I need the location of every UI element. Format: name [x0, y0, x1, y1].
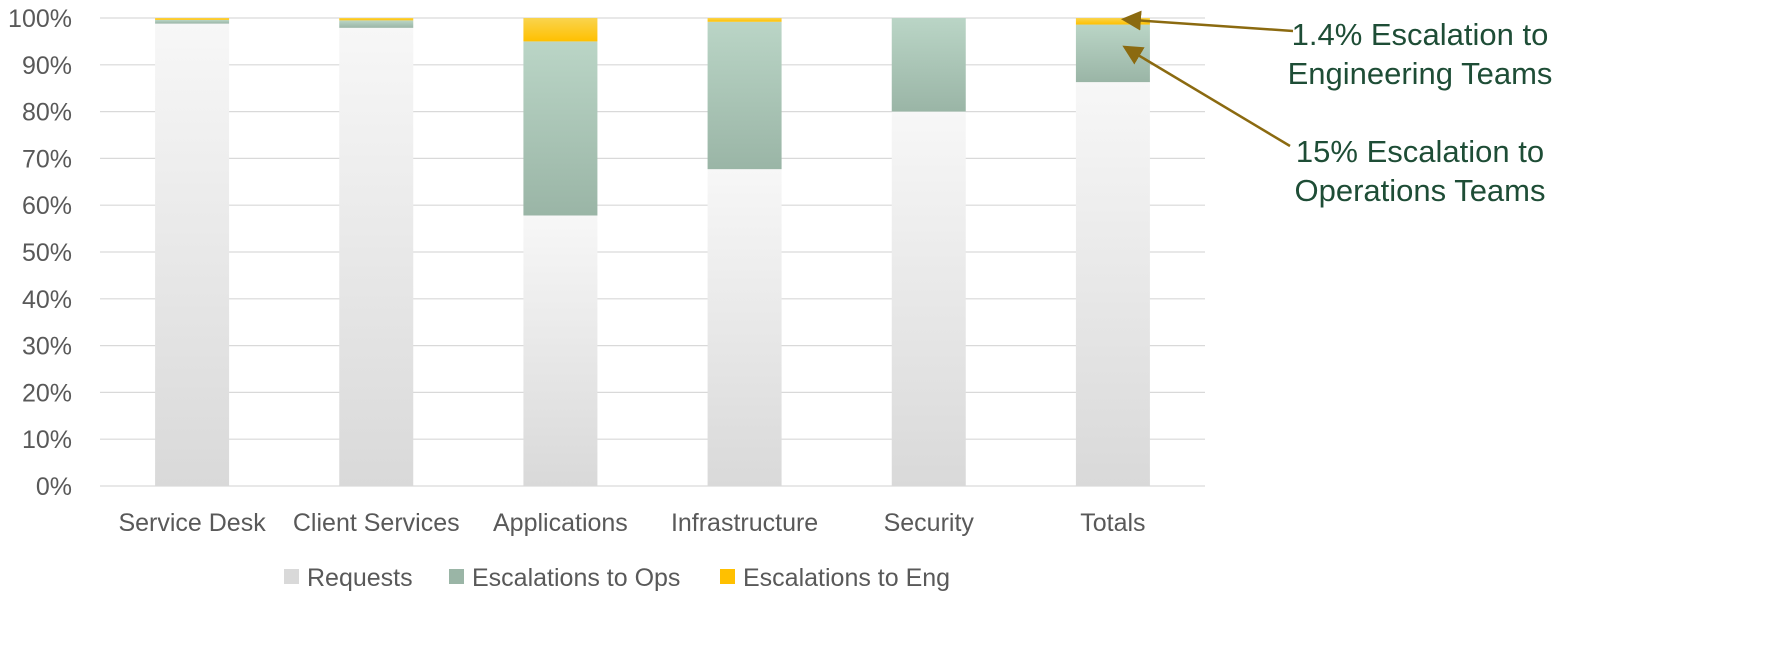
- y-tick-label: 100%: [8, 5, 72, 33]
- bar-segment-requests: [891, 111, 966, 486]
- y-tick-label: 10%: [22, 426, 72, 454]
- legend-swatch: [720, 569, 735, 584]
- bar-segment-escalations-ops: [707, 21, 782, 170]
- bars: [155, 18, 1150, 487]
- bar-segment-escalations-eng: [707, 18, 782, 22]
- legend-label: Requests: [307, 564, 413, 592]
- x-category-label: Infrastructure: [671, 509, 818, 537]
- bar-segment-escalations-ops: [155, 19, 230, 24]
- bar-segment-escalations-ops: [339, 20, 414, 28]
- y-tick-label: 30%: [22, 333, 72, 361]
- annotation-text: Operations Teams: [1295, 173, 1546, 208]
- y-tick-label: 60%: [22, 192, 72, 220]
- y-tick-label: 50%: [22, 239, 72, 267]
- bar-segment-escalations-ops: [1075, 24, 1150, 83]
- legend-label: Escalations to Ops: [472, 564, 680, 592]
- x-category-label: Totals: [1080, 509, 1145, 537]
- bar-segment-escalations-ops: [523, 41, 598, 216]
- y-tick-label: 80%: [22, 99, 72, 127]
- annotation-text: Engineering Teams: [1288, 56, 1553, 91]
- bar-segment-escalations-eng: [1075, 18, 1150, 25]
- bar-segment-requests: [523, 215, 598, 486]
- annotations: 1.4% Escalation to Engineering Teams 15% E…: [1120, 10, 1553, 208]
- x-category-label: Service Desk: [118, 509, 266, 537]
- y-axis: 0% 10% 20% 30% 40% 50% 60% 70% 80% 90% 100%: [8, 5, 72, 501]
- legend-swatch: [449, 569, 464, 584]
- annotation-text: 1.4% Escalation to: [1292, 17, 1549, 52]
- x-axis: Service Desk Client Services Applications I…: [118, 509, 1145, 537]
- legend: Requests Escalations to Ops Escalations to…: [284, 564, 950, 592]
- bar-segment-requests: [707, 169, 782, 486]
- annotation-text: 15% Escalation to: [1296, 134, 1544, 169]
- bar-segment-requests: [155, 23, 230, 487]
- y-tick-label: 40%: [22, 286, 72, 314]
- bar-segment-escalations-eng: [523, 18, 598, 42]
- y-tick-label: 20%: [22, 379, 72, 407]
- x-category-label: Applications: [493, 509, 628, 537]
- y-tick-label: 0%: [36, 473, 72, 501]
- annotation-arrow: [1122, 45, 1291, 148]
- bar-segment-escalations-ops: [891, 18, 966, 112]
- x-category-label: Security: [884, 509, 975, 537]
- bar-segment-escalations-eng: [155, 18, 230, 20]
- y-tick-label: 70%: [22, 145, 72, 173]
- bar-segment-requests: [1075, 82, 1150, 486]
- legend-swatch: [284, 569, 299, 584]
- bar-segment-escalations-eng: [339, 18, 414, 21]
- y-tick-label: 90%: [22, 52, 72, 80]
- x-category-label: Client Services: [293, 509, 460, 537]
- bar-segment-requests: [339, 27, 414, 486]
- gridlines: [100, 17, 1205, 487]
- annotation-arrow: [1120, 10, 1294, 33]
- legend-label: Escalations to Eng: [743, 564, 950, 592]
